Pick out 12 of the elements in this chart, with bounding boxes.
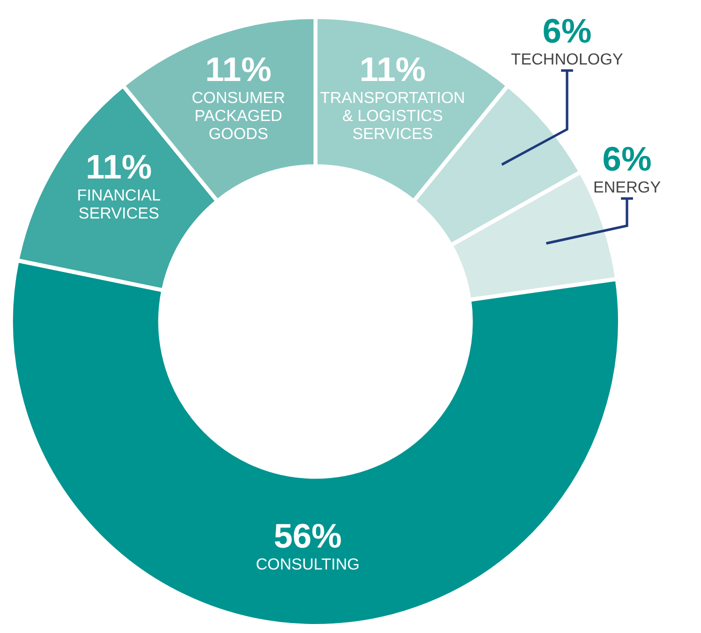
data-label: 11% (86, 148, 152, 186)
data-label: 11% (205, 50, 272, 89)
data-label: 6% (602, 140, 652, 178)
slice-label: CONSUMER PACKAGED GOODS (192, 90, 286, 143)
data-label: 6% (542, 12, 592, 51)
slice-label: ENERGY (593, 180, 662, 196)
slice-label: TRANSPORTATION & LOGISTICS SERVICES (320, 90, 466, 143)
data-label: 11% (360, 50, 426, 89)
slice-label: FINANCIAL SERVICES (77, 187, 161, 222)
data-label: 56% (274, 517, 342, 556)
slice-label: CONSULTING (256, 556, 360, 574)
slice-label: TECHNOLOGY (511, 52, 624, 69)
